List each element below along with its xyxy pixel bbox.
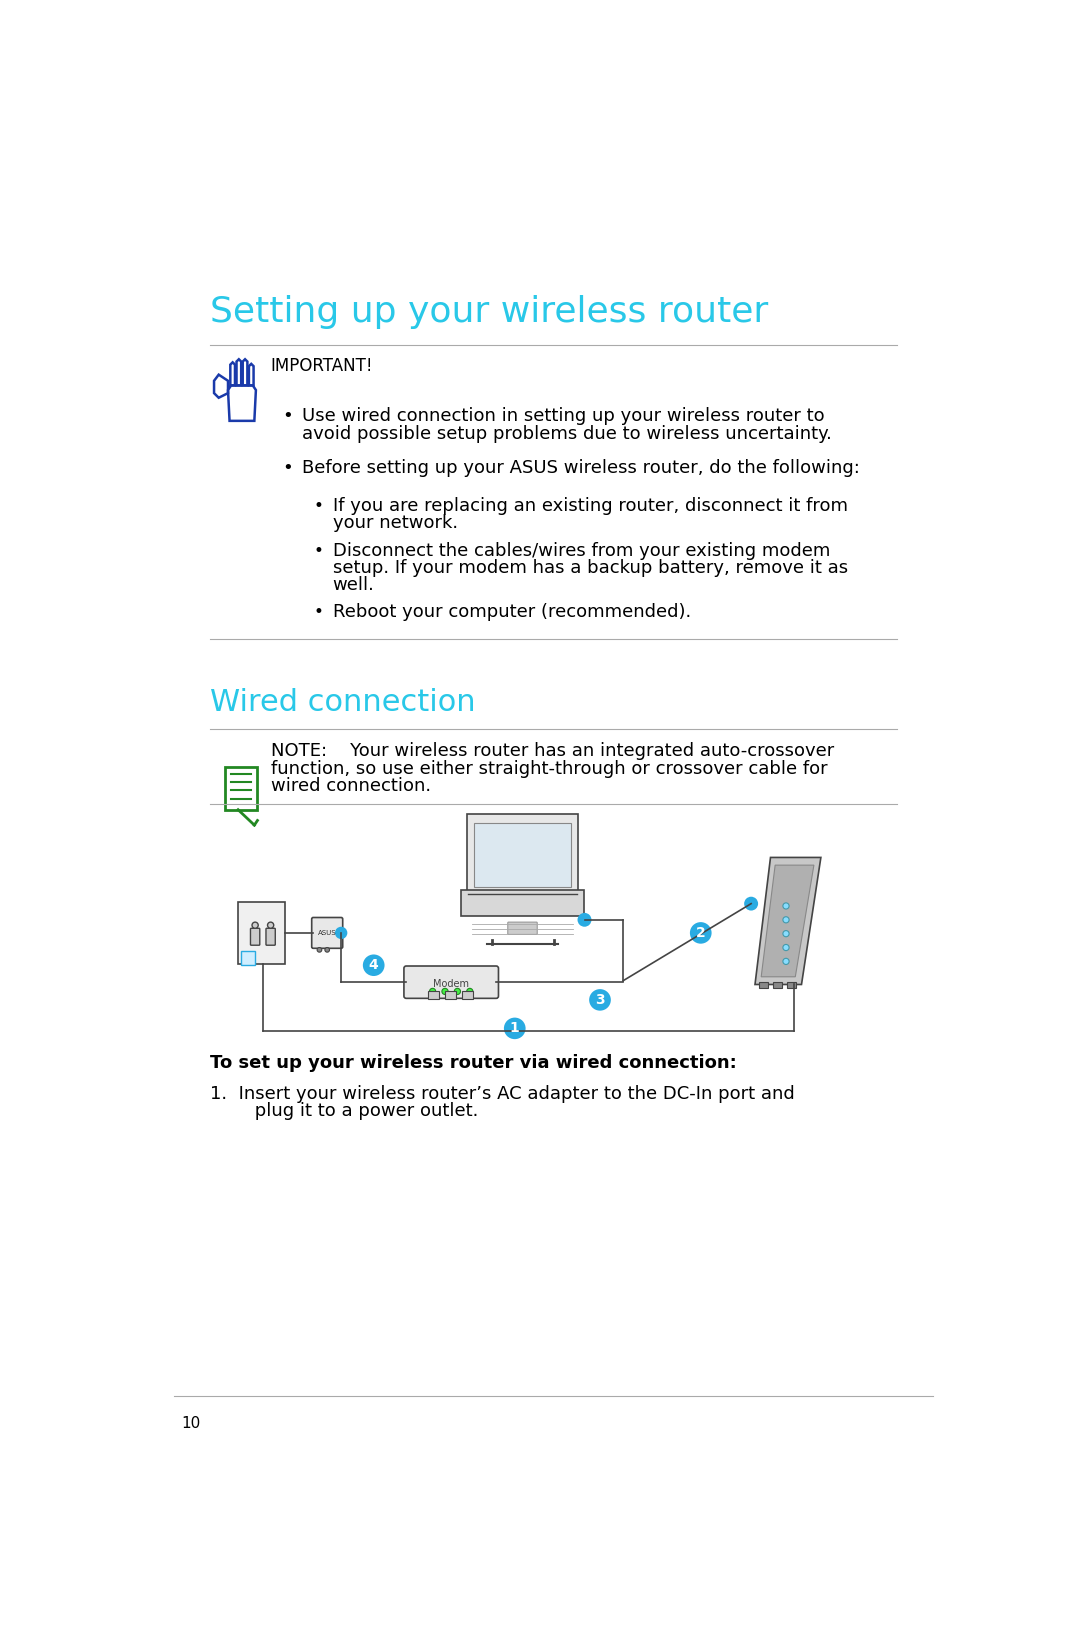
Circle shape [783,944,789,950]
Text: IMPORTANT!: IMPORTANT! [271,356,373,374]
FancyBboxPatch shape [786,983,796,988]
FancyBboxPatch shape [467,814,578,893]
Text: 3: 3 [595,992,605,1007]
FancyBboxPatch shape [238,901,284,963]
Text: •: • [282,407,293,425]
FancyBboxPatch shape [773,983,782,988]
Text: NOTE:    Your wireless router has an integrated auto-crossover: NOTE: Your wireless router has an integr… [271,742,834,760]
FancyBboxPatch shape [241,952,255,965]
Text: 10: 10 [181,1415,201,1430]
Text: Use wired connection in setting up your wireless router to: Use wired connection in setting up your … [301,407,824,425]
FancyBboxPatch shape [474,823,570,887]
FancyBboxPatch shape [312,918,342,949]
FancyBboxPatch shape [508,923,537,934]
FancyBboxPatch shape [461,890,583,916]
Circle shape [252,923,258,929]
Text: •: • [282,459,293,477]
Text: Modem: Modem [433,979,469,989]
Circle shape [590,989,611,1010]
Circle shape [325,947,329,952]
Text: Setting up your wireless router: Setting up your wireless router [211,296,769,329]
Text: wired connection.: wired connection. [271,778,431,796]
Circle shape [744,896,758,911]
Text: plug it to a power outlet.: plug it to a power outlet. [226,1103,478,1121]
Circle shape [442,988,448,994]
Circle shape [783,958,789,965]
Polygon shape [755,857,821,984]
FancyBboxPatch shape [266,929,275,945]
Circle shape [318,947,322,952]
Text: ASUS: ASUS [318,931,337,936]
Text: •: • [313,498,323,516]
Circle shape [363,955,384,976]
Text: 1: 1 [510,1022,519,1035]
Text: setup. If your modem has a backup battery, remove it as: setup. If your modem has a backup batter… [333,558,848,576]
Text: well.: well. [333,576,375,594]
Text: •: • [313,604,323,622]
Text: Disconnect the cables/wires from your existing modem: Disconnect the cables/wires from your ex… [333,542,831,560]
Circle shape [455,988,460,994]
FancyBboxPatch shape [251,929,260,945]
Text: •: • [313,542,323,560]
Circle shape [783,931,789,937]
Circle shape [783,916,789,923]
Circle shape [268,923,273,929]
Text: To set up your wireless router via wired connection:: To set up your wireless router via wired… [211,1054,737,1072]
Text: avoid possible setup problems due to wireless uncertainty.: avoid possible setup problems due to wir… [301,425,832,443]
Circle shape [430,988,435,994]
Circle shape [335,927,348,939]
Text: Reboot your computer (recommended).: Reboot your computer (recommended). [333,604,691,622]
Text: your network.: your network. [333,514,458,532]
FancyBboxPatch shape [225,768,257,810]
Text: Before setting up your ASUS wireless router, do the following:: Before setting up your ASUS wireless rou… [301,459,860,477]
Polygon shape [761,866,814,976]
Text: function, so use either straight-through or crossover cable for: function, so use either straight-through… [271,760,827,778]
Text: 2: 2 [696,926,705,940]
Circle shape [504,1017,526,1040]
Text: If you are replacing an existing router, disconnect it from: If you are replacing an existing router,… [333,498,848,516]
FancyBboxPatch shape [445,991,456,999]
Text: Wired connection: Wired connection [211,688,476,718]
FancyBboxPatch shape [759,983,768,988]
FancyBboxPatch shape [404,966,499,999]
FancyBboxPatch shape [462,991,473,999]
Text: 4: 4 [369,958,379,973]
Circle shape [467,988,473,994]
Text: 1.  Insert your wireless router’s AC adapter to the DC-In port and: 1. Insert your wireless router’s AC adap… [211,1085,795,1103]
Circle shape [690,923,712,944]
FancyBboxPatch shape [428,991,438,999]
Circle shape [783,903,789,909]
Circle shape [578,913,592,927]
